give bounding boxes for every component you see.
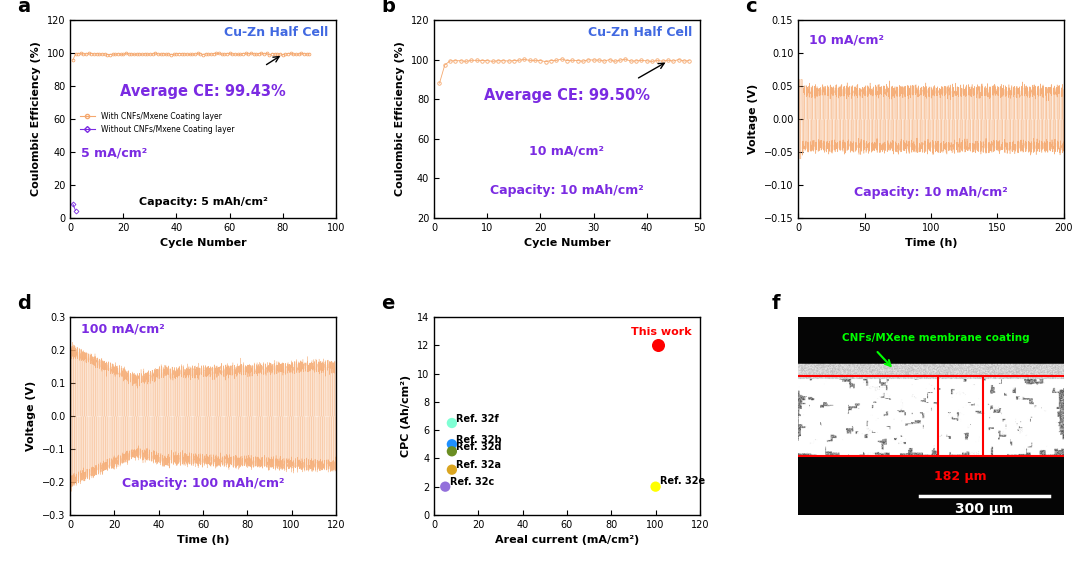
Text: a: a (17, 0, 30, 16)
Legend: With CNFs/Mxene Coating layer, Without CNFs/Mxene Coating layer: With CNFs/Mxene Coating layer, Without C… (77, 109, 238, 137)
Text: Ref. 32f: Ref. 32f (457, 414, 499, 423)
X-axis label: Cycle Number: Cycle Number (524, 238, 610, 248)
Y-axis label: Voltage (V): Voltage (V) (748, 84, 758, 154)
X-axis label: Cycle Number: Cycle Number (160, 238, 246, 248)
Text: Cu-Zn Half Cell: Cu-Zn Half Cell (224, 26, 328, 39)
Y-axis label: Coulombic Efficiency (%): Coulombic Efficiency (%) (31, 42, 41, 196)
Text: 182 μm: 182 μm (934, 470, 987, 483)
Text: Capacity: 100 mAh/cm²: Capacity: 100 mAh/cm² (122, 477, 284, 490)
Point (647, 482, 664, 491)
Text: Ref. 32a: Ref. 32a (457, 460, 501, 470)
Text: Ref. 32b: Ref. 32b (457, 435, 502, 445)
Y-axis label: Voltage (V): Voltage (V) (26, 381, 37, 451)
Text: 300 μm: 300 μm (956, 502, 1014, 516)
Text: Ref. 32e: Ref. 32e (660, 476, 705, 486)
Point (443, 440, 460, 449)
Text: CNFs/MXene membrane coating: CNFs/MXene membrane coating (842, 333, 1030, 344)
Text: Capacity: 10 mAh/cm²: Capacity: 10 mAh/cm² (490, 184, 644, 197)
X-axis label: Time (h): Time (h) (177, 535, 229, 545)
Text: d: d (17, 294, 31, 313)
Text: e: e (381, 294, 394, 313)
X-axis label: Time (h): Time (h) (905, 238, 957, 248)
Text: This work: This work (631, 327, 692, 337)
X-axis label: Areal current (mA/cm²): Areal current (mA/cm²) (495, 535, 639, 545)
Text: 10 mA/cm²: 10 mA/cm² (529, 144, 605, 157)
Text: 10 mA/cm²: 10 mA/cm² (809, 34, 883, 47)
Text: f: f (771, 294, 780, 313)
Text: Capacity: 10 mAh/cm²: Capacity: 10 mAh/cm² (854, 185, 1008, 199)
Text: Average CE: 99.43%: Average CE: 99.43% (120, 84, 286, 98)
Text: Capacity: 5 mAh/cm²: Capacity: 5 mAh/cm² (138, 197, 268, 207)
Text: Ref. 32c: Ref. 32c (449, 477, 494, 487)
Text: Cu-Zn Half Cell: Cu-Zn Half Cell (588, 26, 692, 39)
Text: Average CE: 99.50%: Average CE: 99.50% (484, 88, 650, 102)
Y-axis label: CPC (Ah/cm²): CPC (Ah/cm²) (402, 375, 411, 457)
Text: b: b (381, 0, 395, 16)
Text: c: c (745, 0, 757, 16)
Point (649, 341, 666, 350)
Text: 100 mA/cm²: 100 mA/cm² (81, 323, 164, 336)
Point (436, 482, 454, 491)
Text: Ref. 32d: Ref. 32d (457, 442, 502, 452)
Text: 5 mA/cm²: 5 mA/cm² (81, 146, 147, 159)
Point (443, 418, 460, 427)
Point (443, 465, 460, 474)
Y-axis label: Coulombic Efficiency (%): Coulombic Efficiency (%) (395, 42, 405, 196)
Point (443, 447, 460, 456)
